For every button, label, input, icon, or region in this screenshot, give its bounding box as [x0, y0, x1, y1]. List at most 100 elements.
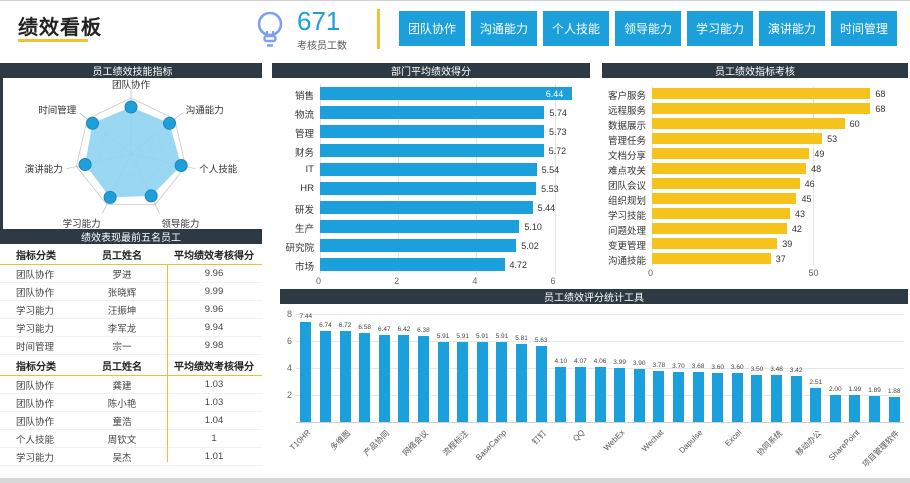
bar-value-label: 5.73: [548, 126, 567, 137]
bar: [320, 201, 533, 214]
grid-line: [296, 341, 904, 343]
y-tick-label: 8: [286, 309, 292, 320]
bar: [849, 395, 861, 422]
bar: [652, 88, 871, 99]
radar-indicator-label: 领导能力: [161, 218, 199, 229]
bar: [652, 193, 797, 204]
bar: [652, 238, 778, 249]
table-row: 个人技能 周钦文 1: [0, 430, 262, 448]
bar-value-label: 53: [827, 133, 838, 144]
column-header: 平均绩效考核得分: [174, 361, 254, 373]
x-tick-label: 50: [808, 268, 819, 278]
score-cell: 1.04: [204, 415, 224, 426]
category-label: 问题处理: [607, 225, 646, 237]
indicator-cell: 学习能力: [16, 305, 55, 317]
bar: [712, 373, 724, 422]
category-label: 销售: [294, 90, 314, 102]
bar-value-label: 3.60: [711, 364, 724, 372]
bar-value-label: 60: [849, 118, 860, 129]
column-header: 员工姓名: [102, 361, 142, 373]
bar: [672, 372, 684, 422]
bar: [751, 374, 763, 422]
filter-button[interactable]: 领导能力: [615, 11, 681, 46]
filter-button[interactable]: 时间管理: [831, 11, 897, 46]
bar-value-label: 5.02: [521, 240, 539, 251]
filter-button[interactable]: 团队协作: [399, 11, 465, 46]
filter-button[interactable]: 学习能力: [687, 11, 753, 46]
bar-value-label: 3.99: [613, 359, 626, 367]
assessed-employee-count: 671: [297, 6, 341, 36]
bar: [652, 208, 791, 219]
bar-value-label: 5.91: [495, 333, 509, 341]
bar: [829, 395, 841, 422]
bar: [652, 103, 871, 114]
x-tick-label: 0: [316, 276, 322, 286]
filter-button[interactable]: 演讲能力: [759, 11, 825, 46]
table-row: 团队协作 童浩 1.04: [0, 412, 262, 430]
bar-value-label: 7.44: [299, 312, 313, 320]
bar: [320, 258, 505, 271]
bar: [320, 163, 537, 176]
filter-button[interactable]: 沟通能力: [471, 11, 537, 46]
radar-grid-ring: [75, 97, 187, 205]
filter-button[interactable]: 个人技能: [543, 11, 609, 46]
bar-value-label: 5.10: [524, 221, 542, 232]
bar-value-label: 45: [801, 193, 812, 204]
bar: [476, 342, 488, 422]
category-label: 数据展示: [607, 120, 646, 132]
table-row: 团队协作 罗进 9.96: [0, 265, 262, 283]
bar-value-label: 3.78: [652, 361, 666, 369]
bar: [320, 87, 572, 100]
y-tick-label: 4: [286, 363, 292, 374]
bar-value-label: 6.47: [377, 325, 391, 333]
table-row: 时间管理 宗一 9.98: [0, 337, 262, 355]
indicator-cell: 团队协作: [16, 269, 55, 281]
indicator-cell: 学习能力: [16, 323, 55, 335]
bar-value-label: 1.88: [887, 387, 901, 395]
bottom-strip: [0, 478, 910, 483]
indicator-cell: 学习能力: [16, 452, 55, 464]
bar-value-label: 5.44: [537, 202, 556, 213]
category-label: 文档分享: [607, 150, 646, 162]
radar-indicator-label: 演讲能力: [25, 164, 63, 176]
bar: [339, 331, 351, 422]
bar-value-label: 3.60: [730, 364, 744, 372]
x-tick-label: 2: [394, 276, 400, 286]
category-label: HR: [300, 182, 314, 194]
bar-value-label: 68: [875, 88, 886, 99]
bar-value-label: 68: [875, 103, 886, 114]
indicator-panel-title: 员工绩效指标考核: [602, 63, 908, 78]
category-label: 学习技能: [607, 210, 646, 222]
score-cell: 9.98: [204, 340, 224, 351]
column-header: 指标分类: [16, 361, 56, 373]
bar-value-label: 6.44: [545, 88, 564, 99]
score-cell: 1.03: [204, 397, 224, 408]
bar: [692, 372, 704, 422]
category-label: 管理: [294, 128, 314, 140]
bar-value-label: 5.72: [548, 145, 567, 156]
bar: [653, 370, 665, 422]
radar-data-point: [144, 189, 158, 203]
bar: [437, 342, 449, 422]
score-cell: 9.94: [204, 322, 224, 333]
bar: [319, 331, 331, 422]
dept-score-panel: 部门平均绩效得分 0 2 4 6 销售 6.44 物流 5.74 管理 5.73 财务 5.72 IT 5…: [272, 63, 590, 287]
x-tick-label: 0: [648, 268, 654, 278]
grid-line: [812, 86, 814, 266]
bar-value-label: 5.74: [549, 107, 567, 118]
category-label: 沟通技能: [607, 255, 646, 267]
grid-line: [398, 84, 400, 274]
category-label: 研究院: [285, 242, 314, 254]
table-row: 学习能力 汪振坤 9.96: [0, 301, 262, 319]
column-header: 平均绩效考核得分: [174, 250, 254, 262]
grid-line: [476, 84, 478, 274]
table-row: 学习能力 李军龙 9.94: [0, 319, 262, 337]
y-tick-label: 2: [286, 390, 292, 400]
category-label: 市场: [294, 261, 314, 273]
bar-value-label: 42: [791, 223, 802, 234]
name-cell: 周钦文: [107, 434, 137, 446]
radar-data-point: [78, 158, 92, 171]
table-header-row: 指标分类 员工姓名 平均绩效考核得分: [0, 244, 262, 265]
bar-value-label: 6.72: [338, 322, 352, 330]
